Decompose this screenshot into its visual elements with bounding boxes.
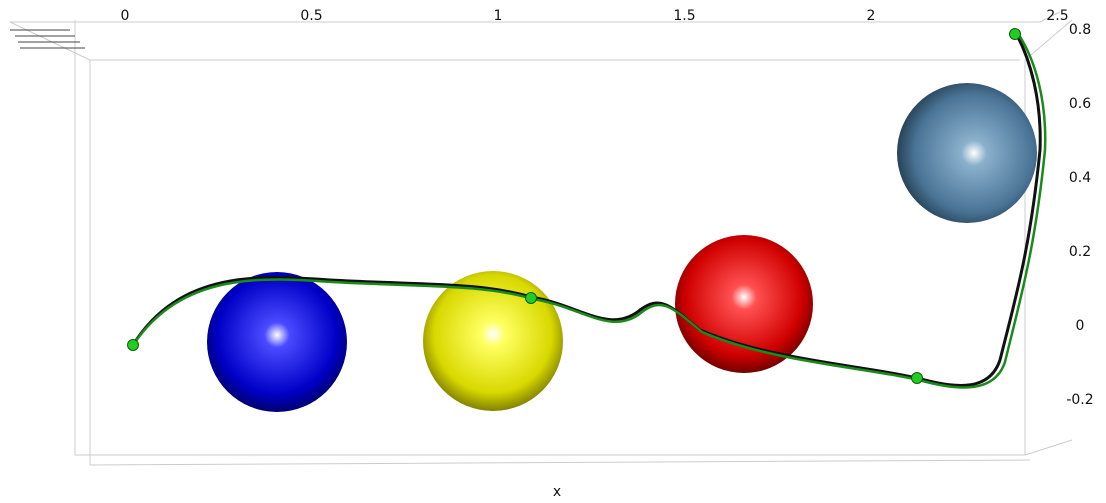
bounding-box xyxy=(9,11,1073,466)
waypoints xyxy=(127,28,1021,384)
x-tick-label: 0 xyxy=(121,8,130,24)
waypoint xyxy=(1009,28,1021,40)
x-tick-label: 1 xyxy=(494,8,503,24)
sphere xyxy=(207,272,347,412)
x-tick-label: 0.5 xyxy=(300,8,322,24)
y-tick-label: 0.8 xyxy=(1069,22,1091,38)
x-tick-label: 1.5 xyxy=(673,8,695,24)
sphere xyxy=(423,271,563,411)
y-tick-label: 0.2 xyxy=(1069,244,1091,260)
y-tick-label: 0 xyxy=(1076,318,1085,334)
legend-stubs xyxy=(10,29,85,49)
x-axis-label: x xyxy=(553,484,561,500)
sphere xyxy=(897,83,1037,223)
y-tick-label: 0.4 xyxy=(1069,170,1091,186)
path-curve xyxy=(131,34,1047,389)
waypoint xyxy=(911,372,923,384)
x-tick-label: 2.5 xyxy=(1046,8,1068,24)
waypoint xyxy=(525,292,537,304)
waypoint xyxy=(127,339,139,351)
y-tick-label: 0.6 xyxy=(1069,96,1091,112)
sphere xyxy=(675,235,813,373)
y-tick-label: -0.2 xyxy=(1066,392,1093,408)
x-tick-label: 2 xyxy=(867,8,876,24)
